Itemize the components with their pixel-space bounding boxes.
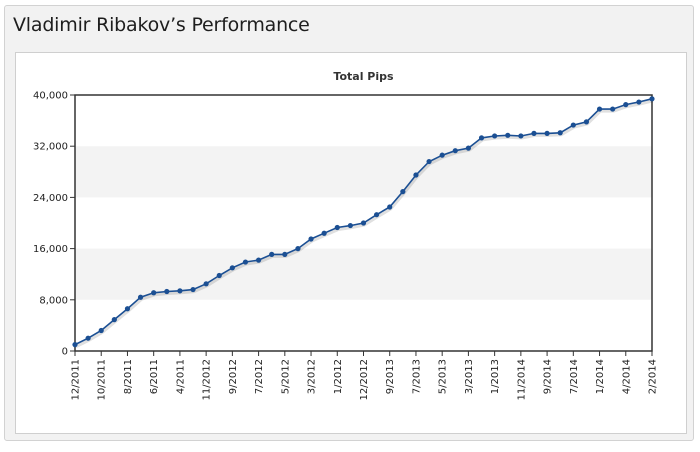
data-point (282, 251, 288, 257)
y-tick-label: 16,000 (33, 244, 68, 255)
data-point (295, 246, 301, 252)
data-point (229, 265, 235, 271)
data-point (636, 99, 642, 105)
data-point (177, 288, 183, 294)
data-point (151, 290, 157, 296)
x-tick-label: 5/2012 (280, 359, 291, 394)
data-point (544, 130, 550, 136)
data-point (649, 96, 655, 102)
data-point (347, 222, 353, 229)
y-tick-label: 40,000 (33, 91, 68, 102)
data-point (610, 106, 616, 112)
x-tick-label: 1/2013 (490, 359, 501, 394)
x-tick-label: 2/2014 (648, 359, 659, 394)
widget-title: Vladimir Ribakov’s Performance (13, 14, 310, 36)
x-tick-label: 10/2011 (97, 359, 108, 401)
data-point (334, 224, 340, 231)
y-tick-label: 24,000 (33, 193, 68, 204)
data-point (596, 106, 603, 112)
data-point (492, 133, 498, 139)
data-point (124, 306, 131, 312)
y-tick-label: 0 (62, 347, 68, 358)
data-point (478, 135, 485, 141)
data-point (85, 335, 91, 341)
x-tick-label: 9/2014 (543, 359, 554, 394)
data-point (72, 342, 78, 348)
series-points (72, 96, 655, 348)
x-tick-label: 8/2011 (123, 359, 134, 394)
x-tick-label: 3/2013 (464, 359, 475, 394)
chart-title: Total Pips (333, 70, 394, 83)
data-point (387, 204, 393, 210)
x-tick-label: 11/2014 (516, 359, 527, 401)
y-tick-label: 32,000 (33, 142, 68, 153)
data-point (413, 172, 419, 178)
data-point (465, 145, 472, 151)
x-tick-label: 6/2011 (149, 359, 160, 394)
data-point (137, 294, 144, 300)
data-point (111, 317, 117, 323)
data-point (518, 133, 524, 139)
x-tick-label: 1/2012 (333, 359, 344, 394)
y-axis: 0 8,000 16,000 24,000 32,000 40,000 (33, 91, 75, 358)
x-tick-label: 11/2012 (202, 359, 213, 401)
x-tick-label: 3/2012 (307, 359, 318, 394)
y-tick-label: 8,000 (39, 295, 68, 306)
data-point (242, 259, 249, 265)
data-point (374, 212, 380, 218)
x-tick-label: 1/2014 (595, 359, 606, 394)
x-tick-label: 12/2012 (359, 359, 370, 401)
x-tick-label: 4/2011 (175, 359, 186, 394)
x-tick-label: 9/2013 (385, 359, 396, 394)
x-tick-label: 7/2012 (254, 359, 265, 394)
data-point (623, 102, 629, 108)
data-point (98, 327, 104, 334)
data-point (439, 152, 445, 158)
x-tick-label: 4/2014 (621, 359, 632, 394)
data-point (360, 220, 367, 226)
data-point (400, 189, 406, 195)
data-point (505, 132, 511, 138)
x-tick-label: 9/2012 (228, 359, 239, 394)
chart-panel (15, 52, 687, 434)
data-point (570, 122, 576, 128)
data-point (321, 230, 327, 236)
data-point (583, 119, 590, 125)
data-point (426, 158, 432, 165)
grid-band (75, 146, 652, 198)
data-point (452, 148, 458, 154)
data-point (164, 288, 170, 295)
x-tick-label: 7/2014 (569, 359, 580, 394)
performance-widget: Vladimir Ribakov’s Performance (4, 5, 694, 441)
data-point (203, 281, 209, 287)
x-tick-label: 7/2013 (411, 359, 422, 394)
data-point (216, 272, 222, 279)
data-point (269, 251, 275, 257)
x-tick-label: 12/2011 (71, 359, 82, 401)
data-point (531, 130, 537, 136)
x-axis: 12/2011 10/2011 8/2011 6/2011 4/2011 11/2012 9… (71, 351, 659, 401)
x-tick-label: 5/2013 (438, 359, 449, 394)
data-point (308, 236, 314, 242)
data-point (255, 257, 262, 263)
data-point (190, 286, 196, 293)
data-point (557, 130, 563, 136)
